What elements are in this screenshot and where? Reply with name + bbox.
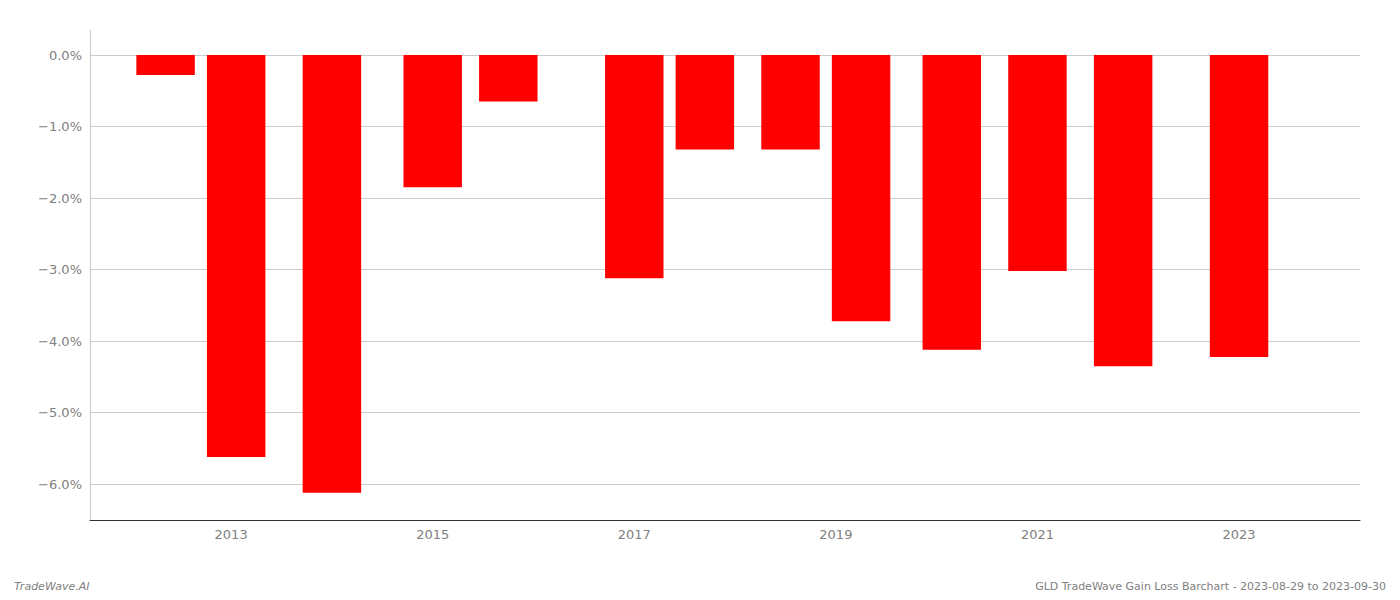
svg-text:2023: 2023 [1223,527,1256,542]
svg-text:TradeWave.AI: TradeWave.AI [14,580,89,593]
svg-text:−6.0%: −6.0% [38,477,82,492]
svg-text:2015: 2015 [416,527,449,542]
svg-text:2013: 2013 [215,527,248,542]
svg-text:−3.0%: −3.0% [38,262,82,277]
svg-text:2017: 2017 [618,527,651,542]
svg-text:2019: 2019 [819,527,852,542]
svg-text:0.0%: 0.0% [49,48,82,63]
svg-text:−5.0%: −5.0% [38,405,82,420]
svg-text:GLD TradeWave Gain Loss Barcha: GLD TradeWave Gain Loss Barchart - 2023-… [1035,580,1386,593]
svg-text:2021: 2021 [1021,527,1054,542]
svg-text:−1.0%: −1.0% [38,119,82,134]
svg-text:−4.0%: −4.0% [38,334,82,349]
svg-text:−2.0%: −2.0% [38,191,82,206]
